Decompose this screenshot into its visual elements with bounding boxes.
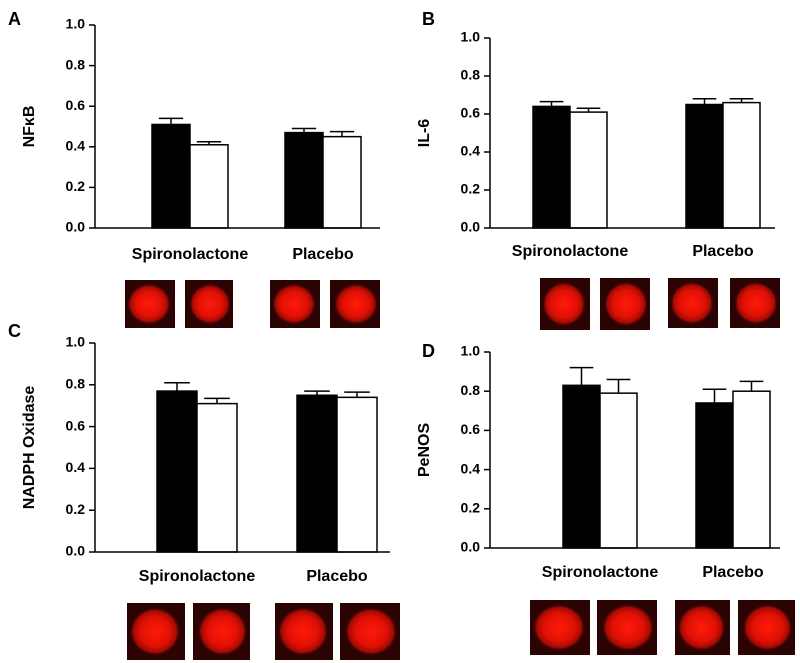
y-tick-label: 0.4 — [66, 459, 86, 475]
y-axis-label: NADPH Oxidase — [21, 386, 38, 510]
cell-image — [272, 283, 316, 325]
y-tick-label: 0.0 — [66, 543, 86, 559]
y-tick-label: 0.4 — [461, 143, 481, 159]
y-axis-label: IL-6 — [416, 119, 433, 148]
y-axis-label: NFκB — [21, 106, 38, 148]
panel-label: D — [422, 341, 435, 361]
y-tick-label: 0.8 — [66, 376, 86, 392]
panel: D PeNOS 0.0 0.2 0.4 0.6 0.8 1.0 Spironolactone Pl… — [416, 341, 795, 655]
cell-image — [277, 606, 329, 657]
bar — [189, 144, 229, 229]
bar — [151, 123, 191, 229]
y-tick-label: 0.0 — [461, 539, 481, 555]
cell-image — [197, 606, 248, 657]
cell-image — [344, 606, 398, 657]
y-tick-label: 0.8 — [461, 67, 481, 83]
y-tick-label: 0.6 — [461, 105, 481, 121]
bar — [322, 135, 362, 229]
bar — [532, 105, 571, 229]
bar — [569, 111, 608, 229]
y-tick-label: 0.2 — [461, 500, 481, 516]
cell-image — [542, 281, 586, 327]
category-label: Spironolactone — [132, 246, 249, 263]
y-tick-label: 0.8 — [461, 382, 481, 398]
cell-image — [677, 603, 726, 652]
panel: C NADPH Oxidase 0.0 0.2 0.4 0.6 0.8 1.0 Spironol… — [8, 321, 400, 660]
bar — [722, 101, 761, 229]
bar — [599, 392, 638, 549]
bar — [685, 103, 724, 229]
cell-image — [734, 281, 778, 325]
bar — [196, 402, 238, 553]
bar — [156, 390, 198, 553]
category-label: Spironolactone — [139, 568, 256, 585]
y-tick-label: 0.2 — [461, 181, 481, 197]
cell-image — [334, 283, 378, 325]
cell-image — [127, 283, 171, 325]
bar — [562, 384, 601, 549]
y-tick-label: 0.4 — [66, 138, 86, 154]
y-axis-label: PeNOS — [416, 423, 433, 478]
bar — [296, 394, 338, 553]
y-tick-label: 0.6 — [66, 417, 86, 433]
category-label: Spironolactone — [542, 564, 659, 581]
panel-label: A — [8, 9, 21, 29]
panel: B IL-6 0.0 0.2 0.4 0.6 0.8 1.0 Spironolactone Pla… — [416, 9, 780, 330]
cell-image — [670, 281, 714, 325]
y-tick-label: 1.0 — [66, 334, 86, 350]
category-label: Placebo — [292, 246, 354, 263]
category-label: Spironolactone — [512, 243, 629, 260]
cell-image — [188, 283, 232, 325]
y-tick-label: 0.2 — [66, 501, 86, 517]
cell-image — [742, 603, 793, 652]
y-tick-label: 0.8 — [66, 56, 86, 72]
cell-image — [532, 603, 586, 652]
category-label: Placebo — [306, 568, 368, 585]
category-label: Placebo — [702, 564, 764, 581]
y-tick-label: 1.0 — [461, 343, 481, 359]
y-tick-label: 0.0 — [66, 219, 86, 235]
y-tick-label: 0.0 — [461, 219, 481, 235]
cell-image — [601, 603, 655, 652]
cell-image — [129, 606, 181, 657]
panel-label: B — [422, 9, 435, 29]
category-label: Placebo — [692, 243, 754, 260]
bar — [732, 390, 771, 549]
bar — [695, 402, 734, 549]
cell-image — [604, 281, 648, 327]
bar — [284, 131, 324, 229]
y-tick-label: 0.6 — [461, 421, 481, 437]
y-tick-label: 1.0 — [66, 16, 86, 32]
y-tick-label: 1.0 — [461, 29, 481, 45]
y-tick-label: 0.4 — [461, 460, 481, 476]
y-tick-label: 0.2 — [66, 178, 86, 194]
panel: A NFκB 0.0 0.2 0.4 0.6 0.8 1.0 Spironolactone Pla… — [8, 9, 380, 328]
bar — [336, 396, 378, 553]
panel-label: C — [8, 321, 21, 341]
y-tick-label: 0.6 — [66, 97, 86, 113]
